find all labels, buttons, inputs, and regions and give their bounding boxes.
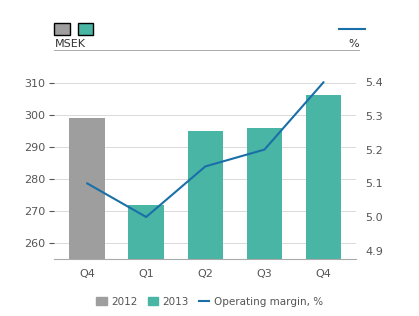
- Text: MSEK: MSEK: [54, 39, 85, 49]
- Bar: [306, 95, 341, 316]
- Bar: [128, 204, 164, 316]
- Bar: [247, 127, 282, 316]
- Legend: 2012, 2013, Operating margin, %: 2012, 2013, Operating margin, %: [92, 293, 327, 311]
- Text: %: %: [349, 39, 359, 49]
- Bar: [188, 131, 223, 316]
- Bar: [69, 118, 105, 316]
